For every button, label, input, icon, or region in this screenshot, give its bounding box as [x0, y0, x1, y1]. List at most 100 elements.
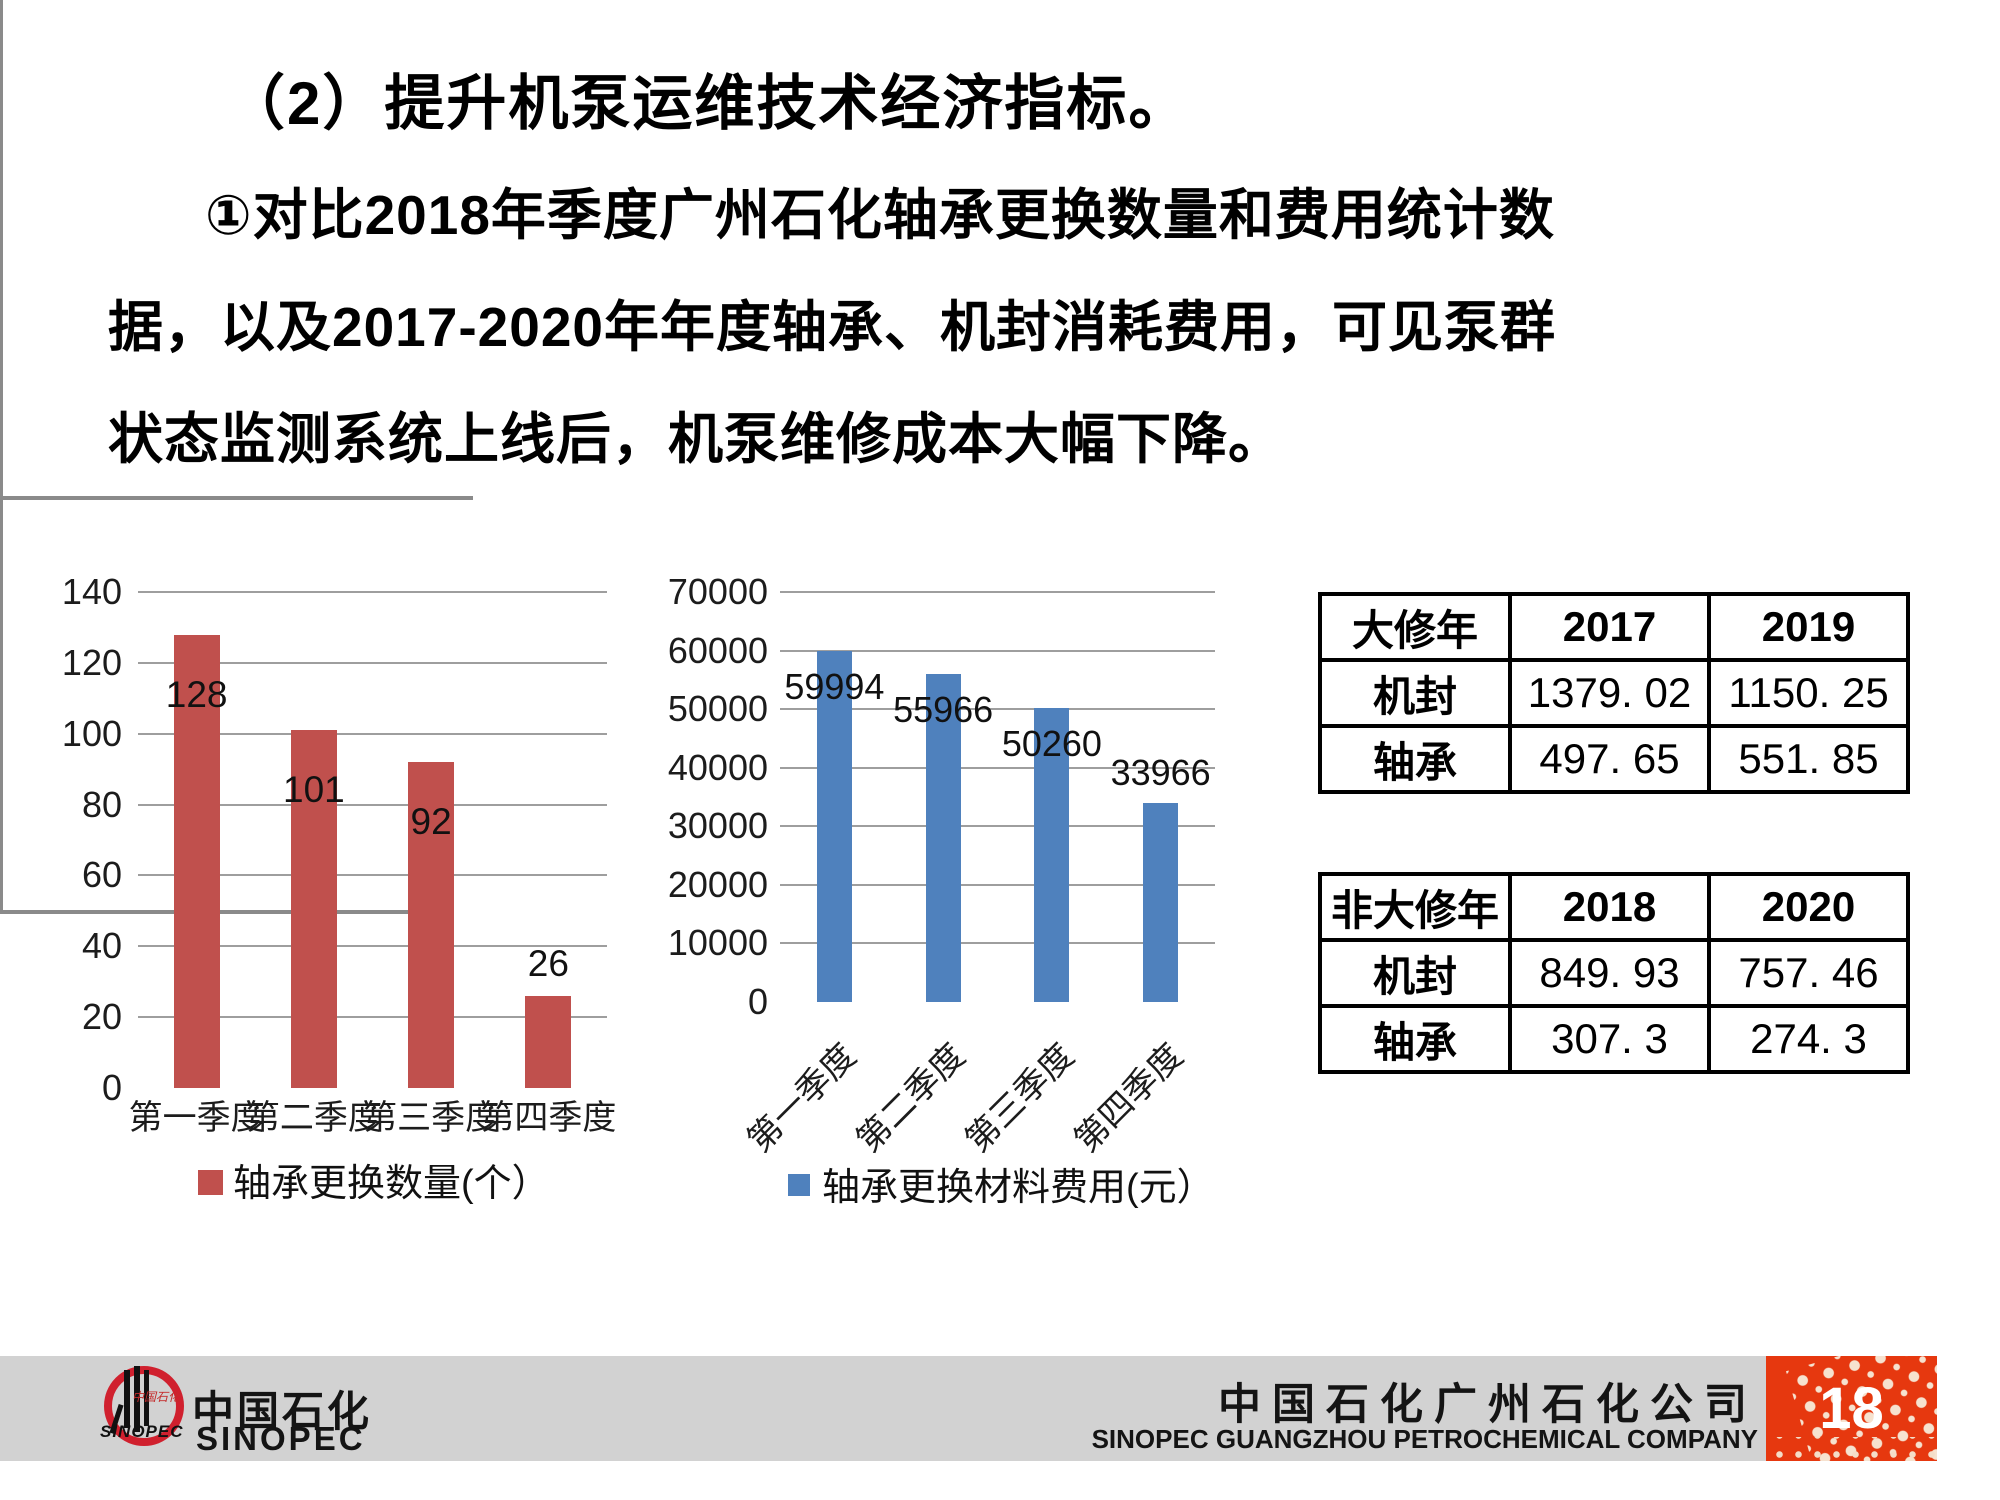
- table-header-cell: 机封: [1318, 938, 1512, 1008]
- table-value-cell: 757. 46: [1707, 938, 1910, 1008]
- bar-第四季度: [525, 995, 572, 1088]
- gridline: [780, 591, 1215, 593]
- footer-logo-zh: 中国石化: [192, 1388, 373, 1435]
- y-tick-label: 70000: [667, 571, 768, 612]
- gridline: [138, 732, 607, 735]
- gridline: [138, 945, 607, 948]
- legend-swatch: [198, 1170, 223, 1195]
- x-category-label: 第三季度: [363, 1099, 500, 1137]
- table-value-cell: 849. 93: [1508, 938, 1711, 1008]
- body-line-2: 据，以及2017-2020年年度轴承、机封消耗费用，可见泵群: [108, 296, 1557, 358]
- table-header-cell: 非大修年: [1318, 872, 1512, 942]
- footer-company-name-en: SINOPEC GUANGZHOU PETROCHEMICAL COMPANY: [1091, 1424, 1758, 1454]
- footer-company-name-zh: 中国石化广州石化公司: [1218, 1381, 1758, 1429]
- bar-value-label: 26: [527, 942, 569, 984]
- bar-value-label: 55966: [893, 689, 994, 731]
- table-header-cell: 轴承: [1318, 724, 1512, 794]
- gridline: [138, 874, 607, 877]
- logo-bar: [144, 1370, 149, 1426]
- footer-logo-en: SINOPEC: [196, 1420, 366, 1457]
- table-value-cell: 274. 3: [1707, 1004, 1910, 1074]
- x-category-label: 第四季度: [480, 1099, 617, 1137]
- y-axis-line: [0, 500, 3, 910]
- table-header-cell: 2018: [1508, 872, 1711, 942]
- bar-第四季度: [1143, 803, 1179, 1002]
- table-row: 机封 1379. 02 1150. 25: [1318, 658, 1910, 728]
- x-axis-line: [0, 496, 473, 500]
- bar-value-label: 33966: [1110, 752, 1211, 794]
- table-header-cell: 机封: [1318, 658, 1512, 728]
- data-table-1: 大修年 2017 2019 机封 1379. 02 1150. 25 轴承 497. 65 55…: [1318, 592, 1910, 794]
- logo-bar: [134, 1366, 140, 1432]
- sinopec-logo-icon: 中国石化 SINOPEC: [98, 1364, 188, 1456]
- legend-swatch: [788, 1174, 810, 1196]
- table-header-cell: 2019: [1707, 592, 1910, 662]
- x-category-label: 第一季度: [128, 1099, 265, 1137]
- legend-label: 轴承更换材料费用(元）: [822, 1167, 1215, 1209]
- y-tick-label: 140: [61, 571, 122, 612]
- y-tick-label: 30000: [667, 805, 768, 847]
- bar-第三季度: [1034, 707, 1070, 1002]
- gridline: [138, 803, 607, 806]
- y-tick-label: 120: [61, 641, 122, 683]
- gridline: [780, 766, 1215, 769]
- y-tick-label: 50000: [667, 688, 768, 730]
- y-tick-label: 20: [81, 996, 122, 1038]
- table-value-cell: 1150. 25: [1707, 658, 1910, 728]
- gridline: [780, 708, 1215, 711]
- table-value-cell: 307. 3: [1508, 1004, 1711, 1074]
- x-category-label: 第二季度: [245, 1099, 382, 1137]
- legend-label: 轴承更换数量(个）: [233, 1163, 550, 1205]
- page-number: 18: [1819, 1376, 1884, 1441]
- y-tick-label: 20000: [667, 863, 768, 905]
- bar-第二季度: [290, 730, 337, 1088]
- y-axis-line: [0, 0, 3, 496]
- table-row: 轴承 497. 65 551. 85: [1318, 724, 1910, 794]
- y-tick-label: 80: [81, 783, 122, 825]
- y-tick-label: 60000: [667, 629, 768, 671]
- gridline: [780, 825, 1215, 828]
- gridline: [780, 649, 1215, 652]
- page-number-block: 18: [1766, 1356, 1937, 1461]
- logo-script-text: 中国石化: [132, 1390, 181, 1404]
- y-tick-label: 40: [81, 925, 122, 967]
- footer-band: [0, 1356, 1766, 1461]
- gridline: [138, 1016, 607, 1019]
- y-tick-label: 60: [81, 854, 122, 896]
- y-tick-label: 0: [101, 1067, 122, 1108]
- table-row: 非大修年 2018 2020: [1318, 872, 1910, 942]
- gridline: [780, 883, 1215, 886]
- table-value-cell: 551. 85: [1707, 724, 1910, 794]
- table-value-cell: 1379. 02: [1508, 658, 1711, 728]
- bar-第一季度: [816, 650, 852, 1002]
- bar-value-label: 59994: [784, 665, 885, 707]
- data-table-2: 非大修年 2018 2020 机封 849. 93 757. 46 轴承 307. 3 274.…: [1318, 872, 1910, 1074]
- table-header-cell: 2020: [1707, 872, 1910, 942]
- y-tick-label: 40000: [667, 746, 768, 788]
- bar-第二季度: [925, 674, 961, 1002]
- table-row: 大修年 2017 2019: [1318, 592, 1910, 662]
- table-row: 机封 849. 93 757. 46: [1318, 938, 1910, 1008]
- logo-circle-text: SINOPEC: [100, 1422, 184, 1441]
- table-header-cell: 轴承: [1318, 1004, 1512, 1074]
- table-value-cell: 497. 65: [1508, 724, 1711, 794]
- bar-value-label: 128: [165, 673, 228, 715]
- table-header-cell: 2017: [1508, 592, 1711, 662]
- bar-value-label: 50260: [1001, 722, 1102, 764]
- bar-第一季度: [173, 634, 220, 1088]
- slide-title: （2）提升机泵运维技术经济指标。: [225, 70, 1191, 137]
- y-tick-label: 100: [61, 712, 122, 754]
- table-row: 轴承 307. 3 274. 3: [1318, 1004, 1910, 1074]
- y-tick-label: 0: [747, 981, 768, 1022]
- logo-bar: [124, 1370, 130, 1428]
- bar-value-label: 101: [283, 769, 345, 811]
- body-line-3: 状态监测系统上线后，机泵维修成本大幅下降。: [108, 408, 1285, 470]
- body-line-1: ①对比2018年季度广州石化轴承更换数量和费用统计数: [205, 184, 1555, 246]
- bar-第三季度: [408, 762, 455, 1088]
- halftone-dots-pattern: [1766, 1437, 1937, 1461]
- table-header-cell: 大修年: [1318, 592, 1512, 662]
- gridline: [138, 661, 607, 664]
